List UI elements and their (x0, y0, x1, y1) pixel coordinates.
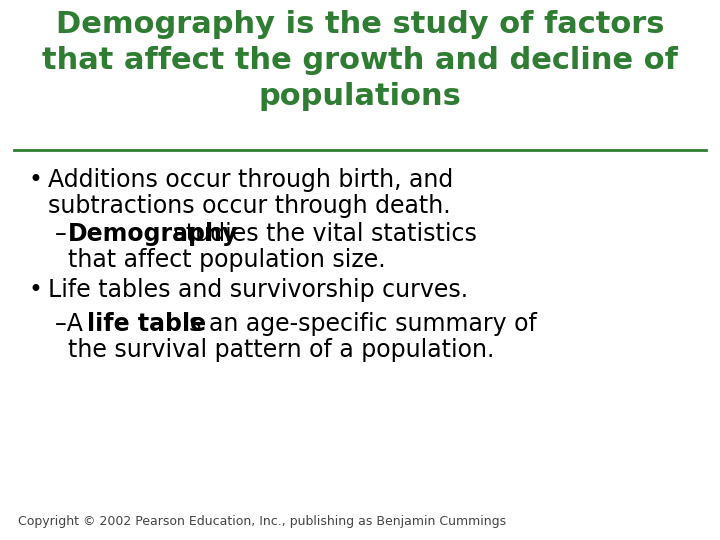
Text: –A: –A (55, 312, 91, 336)
Text: Demography: Demography (68, 222, 238, 246)
Text: studies the vital statistics: studies the vital statistics (166, 222, 477, 246)
Text: that affect population size.: that affect population size. (68, 248, 386, 272)
Text: •: • (28, 168, 42, 192)
Text: is an age-specific summary of: is an age-specific summary of (175, 312, 537, 336)
Text: subtractions occur through death.: subtractions occur through death. (48, 194, 451, 218)
Text: Demography is the study of factors
that affect the growth and decline of
populat: Demography is the study of factors that … (42, 10, 678, 111)
Text: Life tables and survivorship curves.: Life tables and survivorship curves. (48, 278, 468, 302)
Text: life table: life table (87, 312, 206, 336)
Text: Additions occur through birth, and: Additions occur through birth, and (48, 168, 454, 192)
Text: Copyright © 2002 Pearson Education, Inc., publishing as Benjamin Cummings: Copyright © 2002 Pearson Education, Inc.… (18, 515, 506, 528)
Text: •: • (28, 278, 42, 302)
Text: the survival pattern of a population.: the survival pattern of a population. (68, 338, 495, 362)
Text: –: – (55, 222, 67, 246)
